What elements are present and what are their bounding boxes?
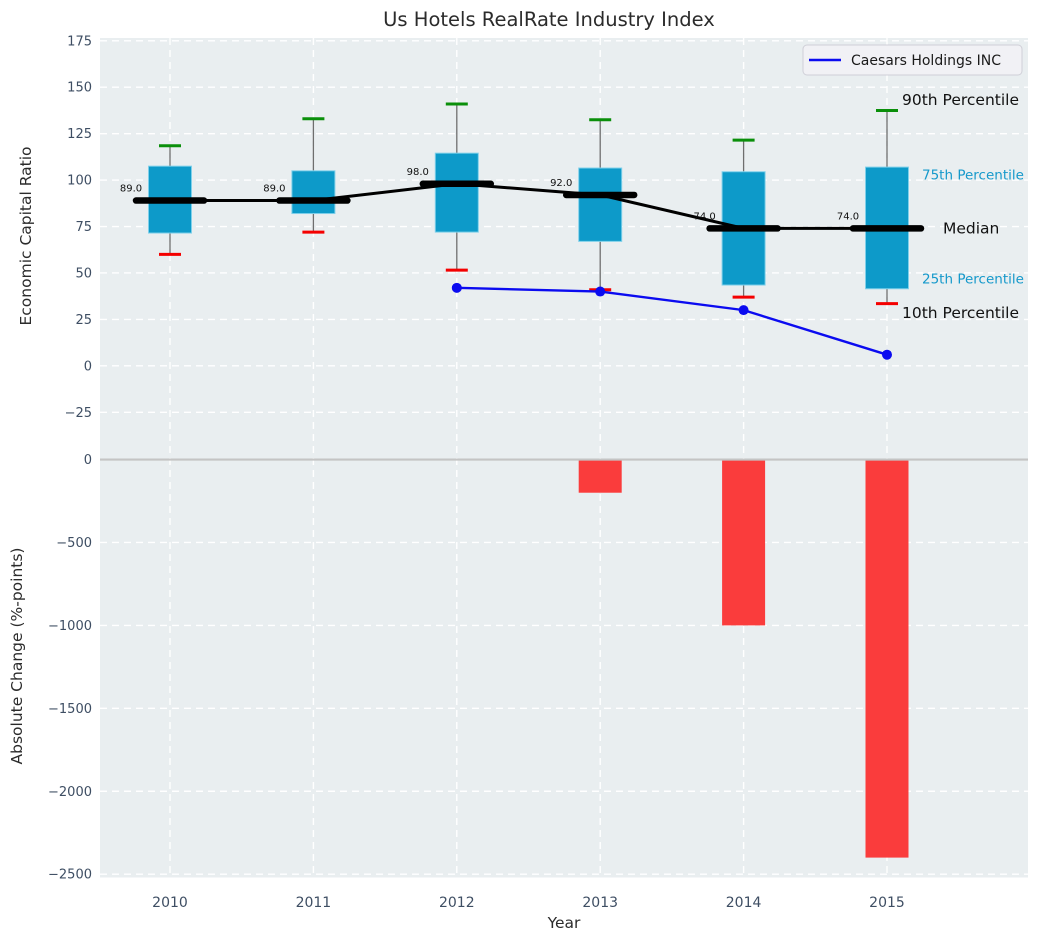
change-bar-2013 xyxy=(578,459,622,493)
top-y-axis-label: Economic Capital Ratio xyxy=(17,146,35,325)
company-line xyxy=(456,286,888,356)
legend-label: Caesars Holdings INC xyxy=(851,53,1001,69)
company-line-marker xyxy=(451,282,462,293)
iqr-box-2012 xyxy=(434,152,479,233)
y-tick-label-bottom: 0 xyxy=(84,453,92,468)
y-tick-label-bottom: −2000 xyxy=(48,785,92,800)
bottom-y-axis-label: Absolute Change (%-points) xyxy=(8,548,26,765)
y-tick-label-top: 25 xyxy=(75,313,92,328)
company-line-marker xyxy=(738,305,749,316)
iqr-box-2011 xyxy=(291,170,336,215)
x-tick-label: 2014 xyxy=(726,895,762,911)
x-tick-label: 2012 xyxy=(439,895,475,911)
y-tick-label-bottom: −500 xyxy=(56,536,92,551)
company-line-marker xyxy=(882,349,892,360)
legend: Caesars Holdings INC xyxy=(802,44,1023,76)
median-value-label-2011: 89.0 xyxy=(263,184,285,195)
company-line-marker xyxy=(595,286,606,297)
median-value-label-2015: 74.0 xyxy=(837,211,859,222)
x-tick-label: 2010 xyxy=(152,895,188,911)
x-axis-label: Year xyxy=(547,914,581,932)
y-tick-label-top: 175 xyxy=(67,34,92,49)
plot-layer: 175 150 125 100 75 50 25 0 −25 0 −500 −1000 −1500 −20… xyxy=(48,34,1028,911)
y-tick-label-top: 50 xyxy=(75,266,92,281)
legend-box xyxy=(802,44,1023,76)
change-bar-2015 xyxy=(865,459,909,858)
median-value-label-2013: 92.0 xyxy=(550,178,572,189)
annotation-90th-percentile: 90th Percentile xyxy=(902,91,1019,109)
annotation-75th-percentile: 75th Percentile xyxy=(922,168,1024,184)
median-value-label-2012: 98.0 xyxy=(407,167,429,178)
annotation-10th-percentile: 10th Percentile xyxy=(902,304,1019,322)
y-tick-label-bottom: −1000 xyxy=(48,619,92,634)
y-tick-label-bottom: −1500 xyxy=(48,702,92,717)
x-tick-label: 2013 xyxy=(582,895,618,911)
annotation-25th-percentile: 25th Percentile xyxy=(922,272,1024,288)
iqr-box-2013 xyxy=(578,167,623,242)
x-tick-label: 2015 xyxy=(869,895,905,911)
y-tick-label-top: 150 xyxy=(67,81,92,96)
y-tick-label-top: 125 xyxy=(67,127,92,142)
change-bar-2014 xyxy=(722,459,766,626)
annotation-median: Median xyxy=(943,219,999,237)
y-tick-label-top: 75 xyxy=(75,220,92,235)
x-tick-label: 2011 xyxy=(296,895,332,911)
y-tick-label-top: 0 xyxy=(84,359,92,374)
y-tick-label-top: 100 xyxy=(67,174,92,189)
chart-title: Us Hotels RealRate Industry Index xyxy=(383,8,715,31)
y-tick-label-top: −25 xyxy=(65,406,92,421)
y-tick-label-bottom: −2500 xyxy=(48,868,92,883)
median-value-label-2014: 74.0 xyxy=(693,211,715,222)
median-value-label-2010: 89.0 xyxy=(120,184,142,195)
